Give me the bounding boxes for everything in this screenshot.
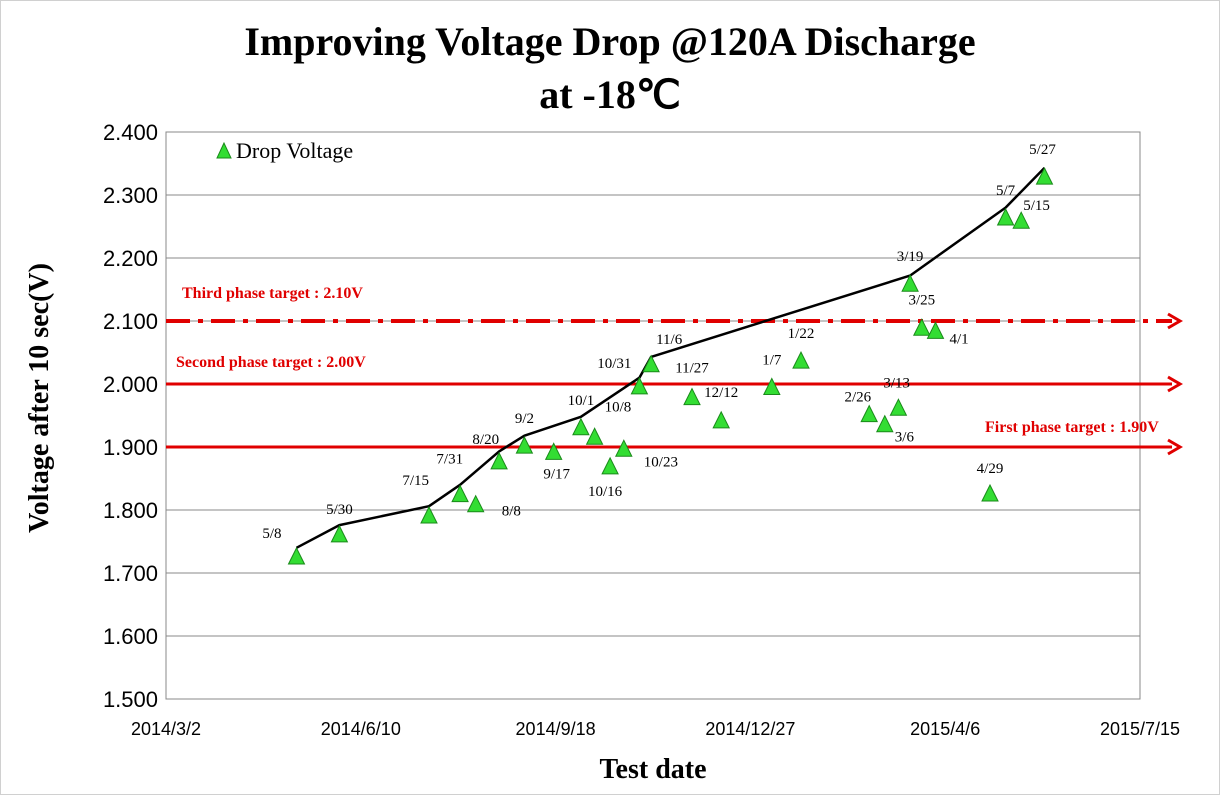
point-label: 10/16 — [588, 484, 623, 500]
point-label: 8/20 — [472, 432, 499, 448]
x-tick-label: 2015/7/15 — [1100, 719, 1180, 739]
legend-entry: Drop Voltage — [236, 138, 353, 163]
data-point — [642, 354, 660, 373]
data-point — [875, 414, 894, 433]
point-label: 4/1 — [950, 331, 969, 347]
chart-title-line2: at -18℃ — [539, 72, 681, 117]
y-tick-label: 1.800 — [103, 498, 158, 523]
x-axis-label: Test date — [599, 754, 706, 785]
point-label: 11/27 — [675, 361, 709, 377]
data-point — [1035, 166, 1054, 185]
data-point — [712, 410, 731, 429]
data-point — [466, 494, 485, 513]
point-label: 3/13 — [883, 375, 910, 391]
target-label: Third phase target : 2.10V — [182, 285, 363, 302]
point-label: 11/6 — [656, 332, 683, 348]
data-point — [996, 207, 1015, 226]
point-label: 4/29 — [977, 461, 1004, 477]
point-label: 10/8 — [605, 399, 632, 415]
trend-line-path — [295, 167, 1046, 549]
data-point — [490, 451, 508, 470]
point-label: 1/7 — [762, 353, 782, 369]
y-tick-label: 1.500 — [103, 687, 158, 712]
data-point — [792, 350, 810, 369]
data-point — [451, 484, 469, 503]
target-arrow-icon — [1167, 438, 1183, 456]
data-point — [572, 417, 590, 436]
point-label: 1/22 — [788, 326, 815, 342]
data-point — [860, 404, 879, 423]
x-tick-label: 2014/12/27 — [705, 719, 795, 739]
point-label: 3/25 — [908, 292, 935, 308]
point-label: 10/23 — [644, 454, 678, 470]
data-point — [515, 435, 534, 454]
x-tick-label: 2015/4/6 — [910, 719, 980, 739]
data-point — [585, 427, 604, 445]
data-point — [889, 398, 908, 416]
data-point — [912, 318, 931, 336]
point-label: 3/6 — [895, 430, 915, 446]
point-label: 2/26 — [845, 390, 872, 406]
y-axis-ticks: 1.500 1.600 1.700 1.800 1.900 2.000 2.100 2.200… — [103, 120, 158, 712]
x-axis-ticks: 2014/3/2 2014/6/10 2014/9/18 2014/12/27 2015… — [131, 719, 1180, 739]
y-tick-label: 1.600 — [103, 624, 158, 649]
point-label: 12/12 — [704, 385, 738, 401]
data-point — [630, 376, 649, 395]
data-point — [420, 505, 438, 524]
y-tick-label: 2.300 — [103, 183, 158, 208]
data-point — [330, 524, 349, 543]
point-label: 3/19 — [897, 249, 924, 265]
point-label: 10/1 — [568, 393, 595, 409]
x-tick-label: 2014/6/10 — [321, 719, 401, 739]
y-tick-label: 2.400 — [103, 120, 158, 145]
data-point — [1012, 211, 1031, 229]
legend: Drop Voltage — [216, 138, 353, 163]
data-point — [901, 274, 919, 292]
data-point — [762, 377, 781, 395]
y-tick-label: 2.200 — [103, 246, 158, 271]
plot-area — [165, 131, 1141, 700]
y-axis-label: Voltage after 10 sec(V) — [24, 263, 55, 533]
target-arrow-icon — [1167, 375, 1183, 393]
data-point — [614, 439, 633, 457]
y-tick-label: 2.100 — [103, 309, 158, 334]
data-point — [601, 456, 619, 475]
data-point — [981, 483, 999, 502]
target-arrow-icon — [1167, 312, 1183, 330]
point-label: 7/15 — [402, 473, 429, 489]
target-lines: First phase target : 1.90V Second phase t… — [166, 285, 1183, 456]
point-labels: 5/8 5/30 7/15 7/31 8/8 8/20 9/2 9/17 10/1 10/8 10/… — [262, 142, 1056, 542]
point-label: 5/30 — [326, 502, 353, 518]
y-tick-label: 2.000 — [103, 372, 158, 397]
data-point — [683, 387, 701, 406]
target-label: First phase target : 1.90V — [985, 419, 1159, 436]
trend-line — [295, 167, 1046, 549]
chart-title-line1: Improving Voltage Drop @120A Discharge — [244, 19, 975, 64]
x-tick-label: 2014/3/2 — [131, 719, 201, 739]
target-label: Second phase target : 2.00V — [176, 354, 366, 371]
point-label: 5/27 — [1029, 142, 1056, 158]
y-tick-label: 1.900 — [103, 435, 158, 460]
y-tick-label: 1.700 — [103, 561, 158, 586]
data-point — [287, 546, 306, 565]
point-label: 8/8 — [502, 504, 521, 520]
data-point — [926, 321, 945, 339]
data-points — [287, 166, 1054, 565]
point-label: 10/31 — [597, 356, 631, 372]
point-label: 5/15 — [1023, 198, 1050, 214]
data-point — [544, 442, 563, 460]
point-label: 9/2 — [515, 411, 534, 427]
point-label: 7/31 — [436, 452, 463, 468]
x-tick-label: 2014/9/18 — [516, 719, 596, 739]
point-label: 5/7 — [996, 183, 1016, 199]
legend-triangle-icon — [216, 141, 232, 159]
point-label: 9/17 — [543, 466, 570, 482]
point-label: 5/8 — [262, 526, 281, 542]
